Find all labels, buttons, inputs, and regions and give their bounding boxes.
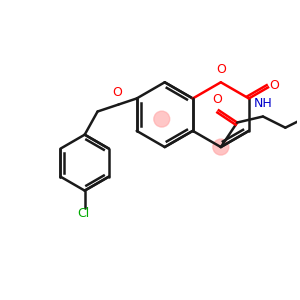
Text: NH: NH bbox=[254, 97, 272, 110]
Text: O: O bbox=[216, 63, 226, 76]
Circle shape bbox=[213, 139, 229, 155]
Circle shape bbox=[154, 111, 170, 127]
Text: O: O bbox=[212, 93, 222, 106]
Text: O: O bbox=[112, 85, 122, 99]
Text: Cl: Cl bbox=[77, 207, 89, 220]
Text: O: O bbox=[269, 80, 279, 92]
